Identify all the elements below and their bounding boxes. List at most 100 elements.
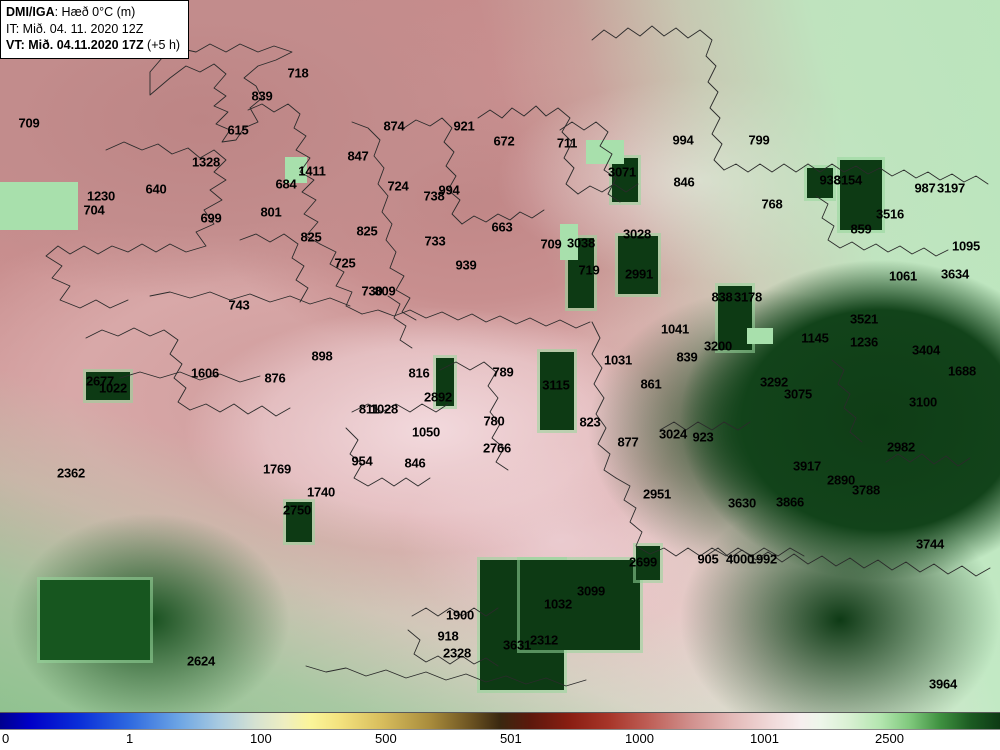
map-value-label: 825 — [300, 229, 322, 245]
map-value-label: 1041 — [660, 321, 690, 337]
map-value-label: 2328 — [442, 645, 472, 661]
map-value-label: 3038 — [566, 235, 596, 251]
map-value-label: 3115 — [542, 377, 570, 393]
map-value-label: 3516 — [875, 206, 905, 222]
colorbar-tick: 100 — [250, 731, 272, 746]
map-value-label: 1769 — [262, 461, 292, 477]
valid-time-row: VT: Mið. 04.11.2020 17Z (+5 h) — [6, 37, 180, 54]
map-value-label: 994 — [438, 182, 460, 198]
map-value-label: 725 — [334, 255, 356, 271]
map-value-label: 4000 — [725, 551, 755, 567]
map-value-label: 709 — [540, 236, 562, 252]
map-value-label: 3404 — [911, 342, 941, 358]
map-value-label: 3917 — [792, 458, 822, 474]
map-value-label: 2951 — [642, 486, 672, 502]
map-value-label: 672 — [493, 133, 515, 149]
map-value-label: 838 — [711, 289, 733, 305]
highland-blob — [540, 352, 574, 430]
map-value-label: 825 — [356, 223, 378, 239]
map-value-label: 877 — [617, 434, 639, 450]
map-value-label: 718 — [287, 65, 309, 81]
map-value-label: 1328 — [191, 154, 221, 170]
map-value-label: 3788 — [851, 482, 881, 498]
map-value-label: 3630 — [727, 495, 757, 511]
highland-blob — [286, 502, 312, 542]
highland-blob — [718, 286, 752, 350]
colorbar-tick: 0 — [2, 731, 10, 746]
map-value-label: 846 — [404, 455, 426, 471]
map-value-label: 823 — [579, 414, 601, 430]
map-value-label: 733 — [424, 233, 446, 249]
map-value-label: 2677 — [85, 373, 115, 389]
colorbar-tick: 1001 — [750, 731, 779, 746]
map-value-label: 987 — [914, 180, 936, 196]
map-value-label: 730 — [361, 283, 383, 299]
map-value-label: 1095 — [951, 238, 981, 254]
map-value-label: 724 — [387, 178, 409, 194]
map-value-label: 2892 — [423, 389, 453, 405]
map-value-label: 1606 — [190, 365, 220, 381]
highland-blob — [520, 560, 640, 650]
map-value-label: 3200 — [703, 338, 733, 354]
init-time-row: IT: Mið. 04. 11. 2020 12Z — [6, 21, 144, 36]
map-value-label: 2766 — [482, 440, 512, 456]
map-value-label: 1028 — [369, 401, 399, 417]
map-value-label: 780 — [483, 413, 505, 429]
map-value-label: 2362 — [56, 465, 86, 481]
map-value-label: 738 — [423, 188, 445, 204]
map-value-label: 3100 — [908, 394, 938, 410]
colorbar-tick: 1 — [126, 731, 134, 746]
map-value-label: 3964 — [928, 676, 958, 692]
map-value-label: 846 — [673, 174, 695, 190]
valid-time-offset: (+5 h) — [143, 38, 181, 52]
map-value-label: 768 — [761, 196, 783, 212]
map-value-label: 3292 — [759, 374, 789, 390]
map-value-label: 1688 — [947, 363, 977, 379]
valid-time-value: VT: Mið. 04.11.2020 17Z — [6, 38, 144, 52]
map-value-label: 839 — [676, 349, 698, 365]
map-value-label: 684 — [275, 176, 297, 192]
map-value-label: 1230 — [86, 188, 116, 204]
map-value-label: 704 — [83, 202, 105, 218]
parameter-name: : Hæð 0°C (m) — [54, 5, 136, 19]
colorbar-legend: 0 1 100 500 501 1000 1001 2500 — [0, 712, 1000, 750]
map-value-label: 1050 — [411, 424, 441, 440]
map-value-label: 3744 — [915, 536, 945, 552]
map-info-box: DMI/IGA: Hæð 0°C (m) IT: Mið. 04. 11. 20… — [0, 0, 190, 59]
map-value-label: 809 — [374, 283, 396, 299]
map-value-label: 3154 — [833, 172, 863, 188]
map-value-label: 789 — [492, 364, 514, 380]
colorbar-tick: 501 — [500, 731, 522, 746]
map-value-label: 876 — [264, 370, 286, 386]
map-value-label: 918 — [437, 628, 459, 644]
map-value-label: 799 — [748, 132, 770, 148]
map-value-label: 709 — [18, 115, 40, 131]
colorbar-tick-labels: 0 1 100 500 501 1000 1001 2500 — [0, 731, 1000, 750]
map-value-label: 1992 — [748, 551, 778, 567]
map-value-label: 954 — [351, 453, 373, 469]
colorbar-gradient — [0, 712, 1000, 730]
map-value-label: 711 — [556, 135, 578, 151]
map-value-label: 801 — [260, 204, 282, 220]
map-value-label: 874 — [383, 118, 405, 134]
map-value-label: 663 — [491, 219, 513, 235]
info-title-row: DMI/IGA: Hæð 0°C (m) — [6, 4, 180, 21]
highland-blob — [40, 580, 150, 660]
map-value-label: 3075 — [783, 386, 813, 402]
map-value-label: 3521 — [849, 311, 879, 327]
map-value-label: 859 — [850, 221, 872, 237]
map-value-label: 816 — [408, 365, 430, 381]
map-value-label: 1900 — [445, 607, 475, 623]
map-value-label: 3024 — [658, 426, 688, 442]
map-value-label: 1061 — [888, 268, 918, 284]
map-value-label: 2750 — [282, 502, 312, 518]
map-value-label: 2312 — [529, 632, 559, 648]
lowland-blob — [560, 224, 578, 260]
lowland-blob — [747, 328, 773, 344]
map-canvas[interactable]: 718 709 839 615 1328 1411 684 640 1230 704 699 801 8… — [0, 0, 1000, 712]
map-value-label: 1145 — [801, 330, 829, 346]
map-value-label: 939 — [455, 257, 477, 273]
highland-blob — [618, 236, 658, 294]
map-value-label: 3197 — [936, 180, 966, 196]
